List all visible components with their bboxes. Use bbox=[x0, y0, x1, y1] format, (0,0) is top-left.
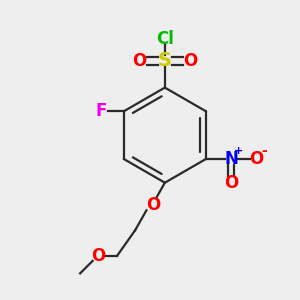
Text: O: O bbox=[183, 52, 197, 70]
Text: N: N bbox=[224, 150, 238, 168]
Text: S: S bbox=[158, 51, 172, 70]
Text: +: + bbox=[234, 146, 243, 156]
Text: Cl: Cl bbox=[156, 29, 174, 47]
Text: O: O bbox=[224, 174, 238, 192]
Text: O: O bbox=[146, 196, 160, 214]
Text: O: O bbox=[133, 52, 147, 70]
Text: -: - bbox=[261, 145, 267, 158]
Text: F: F bbox=[96, 102, 107, 120]
Text: O: O bbox=[91, 247, 105, 265]
Text: O: O bbox=[249, 150, 264, 168]
